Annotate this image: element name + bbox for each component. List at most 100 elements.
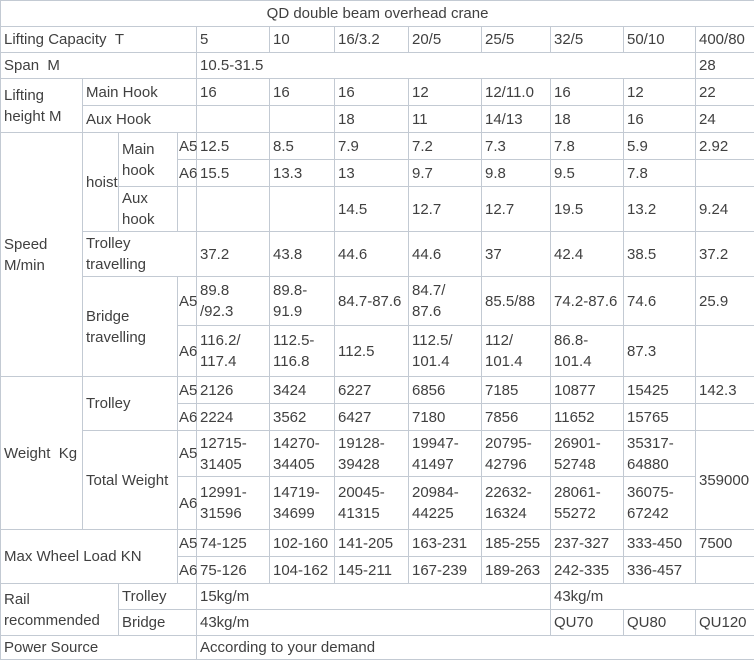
data-cell: 14270- 34405	[270, 431, 335, 477]
data-cell: 112.5- 116.8	[270, 326, 335, 377]
data-cell: 19128- 39428	[335, 431, 409, 477]
row-label-lifting-capacity: Lifting Capacity T	[1, 27, 197, 53]
data-cell: 43.8	[270, 232, 335, 277]
row-label-bridge-travelling: Bridge travelling	[83, 277, 178, 377]
class-label-a5: A5	[178, 431, 197, 477]
data-cell: 74-125	[197, 530, 270, 557]
data-cell: 5.9	[624, 133, 696, 160]
data-cell: 12.7	[409, 187, 482, 232]
class-label-a6: A6	[178, 477, 197, 530]
data-cell: 7856	[482, 404, 551, 431]
data-cell: 14.5	[335, 187, 409, 232]
data-cell: 242-335	[551, 557, 624, 584]
data-cell: 11	[409, 106, 482, 133]
data-cell: 18	[551, 106, 624, 133]
rail-value: 43kg/m	[551, 584, 754, 610]
power-source-value: According to your demand	[197, 636, 754, 660]
data-cell: 12	[409, 79, 482, 106]
data-cell: 7.8	[624, 160, 696, 187]
data-cell: 16	[551, 79, 624, 106]
data-cell	[696, 326, 754, 377]
data-cell: 9.24	[696, 187, 754, 232]
row-label-power-source: Power Source	[1, 636, 197, 660]
data-cell: 74.2-87.6	[551, 277, 624, 326]
rail-value: QU80	[624, 610, 696, 636]
data-cell: 3562	[270, 404, 335, 431]
data-cell: 16	[624, 106, 696, 133]
data-cell: 36075- 67242	[624, 477, 696, 530]
data-cell: 44.6	[409, 232, 482, 277]
data-cell: 7.3	[482, 133, 551, 160]
data-cell: 15425	[624, 377, 696, 404]
capacity-header: 5	[197, 27, 270, 53]
data-cell: 20045- 41315	[335, 477, 409, 530]
data-cell: 22	[696, 79, 754, 106]
data-cell: 6856	[409, 377, 482, 404]
data-cell: 22632- 16324	[482, 477, 551, 530]
data-cell: 38.5	[624, 232, 696, 277]
class-label-a5: A5	[178, 377, 197, 404]
data-cell: 237-327	[551, 530, 624, 557]
data-cell: 7.2	[409, 133, 482, 160]
data-cell: 89.8 /92.3	[197, 277, 270, 326]
rail-value: 15kg/m	[197, 584, 551, 610]
data-cell: 35317- 64880	[624, 431, 696, 477]
table-title: QD double beam overhead crane	[1, 1, 754, 27]
data-cell: 3424	[270, 377, 335, 404]
data-cell: 12.5	[197, 133, 270, 160]
data-cell: 7500	[696, 530, 754, 557]
data-cell: 7.9	[335, 133, 409, 160]
row-label-main-hook: Main Hook	[83, 79, 197, 106]
row-label-hoist: hoist	[83, 133, 119, 232]
data-cell	[178, 187, 197, 232]
row-label-trolley-travelling: Trolley travelling	[83, 232, 197, 277]
row-label-aux-hook: Aux Hook	[83, 106, 197, 133]
data-cell: 7.8	[551, 133, 624, 160]
class-label-a6: A6	[178, 160, 197, 187]
data-cell: 19947- 41497	[409, 431, 482, 477]
row-label-lifting-height: Lifting height M	[1, 79, 83, 133]
data-cell: 10.5-31.5	[197, 53, 696, 79]
data-cell	[696, 557, 754, 584]
rail-value: 43kg/m	[197, 610, 551, 636]
class-label-a6: A6	[178, 557, 197, 584]
data-cell: 20795- 42796	[482, 431, 551, 477]
data-cell: 112.5	[335, 326, 409, 377]
data-cell: 11652	[551, 404, 624, 431]
row-label-rail-recommended: Rail recommended	[1, 584, 119, 636]
data-cell: 37.2	[197, 232, 270, 277]
data-cell: 44.6	[335, 232, 409, 277]
table-row: QD double beam overhead crane	[1, 1, 754, 27]
row-label-weight: Weight Kg	[1, 377, 83, 530]
class-label-a5: A5	[178, 530, 197, 557]
capacity-header: 10	[270, 27, 335, 53]
data-cell: 37.2	[696, 232, 754, 277]
data-cell: 7185	[482, 377, 551, 404]
row-label-main-hook: Main hook	[119, 133, 178, 187]
data-cell: 89.8-91.9	[270, 277, 335, 326]
data-cell: 13.2	[624, 187, 696, 232]
data-cell: 2.92	[696, 133, 754, 160]
data-cell: 167-239	[409, 557, 482, 584]
rail-value: QU70	[551, 610, 624, 636]
row-label-speed: Speed M/min	[1, 133, 83, 377]
data-cell: 15.5	[197, 160, 270, 187]
data-cell: 189-263	[482, 557, 551, 584]
data-cell: 12715- 31405	[197, 431, 270, 477]
data-cell: 141-205	[335, 530, 409, 557]
data-cell: 336-457	[624, 557, 696, 584]
data-cell: 116.2/ 117.4	[197, 326, 270, 377]
data-cell: 112.5/ 101.4	[409, 326, 482, 377]
data-cell: 145-211	[335, 557, 409, 584]
data-cell: 13	[335, 160, 409, 187]
data-cell: 15765	[624, 404, 696, 431]
rail-value: QU120	[696, 610, 754, 636]
